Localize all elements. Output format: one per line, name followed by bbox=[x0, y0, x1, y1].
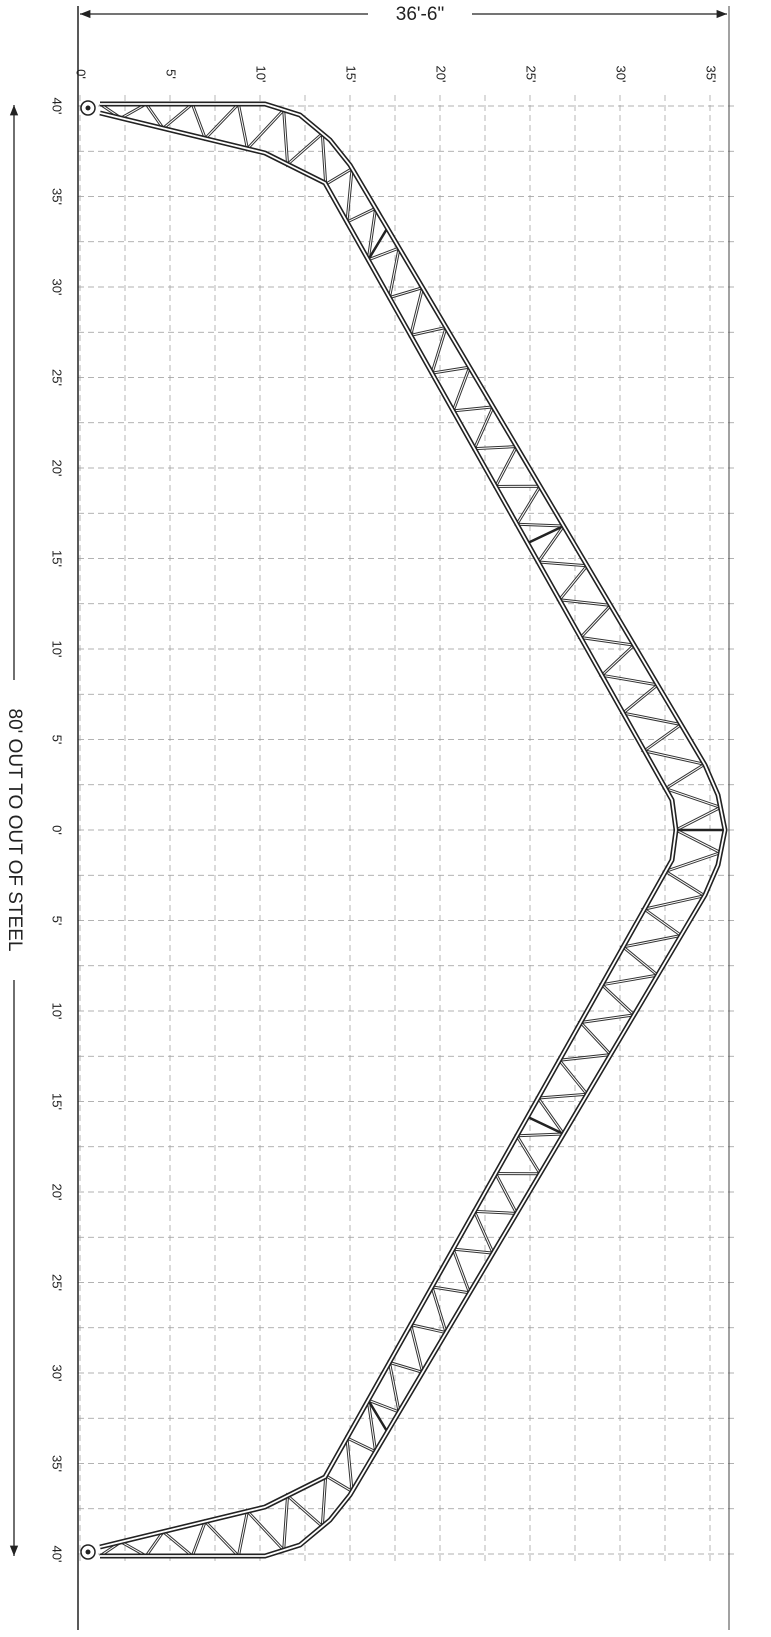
side-scale-label: 25' bbox=[50, 369, 65, 386]
side-scale-label: 25' bbox=[50, 1274, 65, 1291]
truss bbox=[80, 100, 728, 1560]
side-scale-label: 35' bbox=[50, 188, 65, 205]
pivot-pin bbox=[85, 105, 91, 111]
length-dimension: 80' OUT TO OUT OF STEEL bbox=[4, 709, 25, 952]
scale-labels: 0' 5' 10' 15' 20' 25' 30' 35' 40' 35' 30' 25' 20' 15'… bbox=[50, 66, 719, 1563]
panel-post bbox=[526, 524, 565, 545]
label-bg bbox=[368, 2, 472, 26]
top-scale-label: 25' bbox=[524, 66, 539, 83]
top-scale-label: 10' bbox=[254, 66, 269, 83]
side-scale-label: 20' bbox=[50, 1184, 65, 1201]
side-scale-label: 5' bbox=[50, 916, 65, 926]
label-bg bbox=[2, 680, 28, 980]
panel-post bbox=[367, 227, 389, 261]
top-scale-label: 0' bbox=[74, 69, 89, 79]
top-scale-label: 20' bbox=[434, 66, 449, 83]
side-scale-label: 15' bbox=[50, 1093, 65, 1110]
width-dimension: 36'-6" bbox=[396, 4, 444, 25]
side-scale-label: 40' bbox=[50, 1546, 65, 1563]
side-scale-label: 40' bbox=[50, 98, 65, 115]
side-scale-label: 35' bbox=[50, 1455, 65, 1472]
grid bbox=[78, 95, 735, 1565]
chord-gap bbox=[100, 103, 726, 1557]
top-scale-label: 5' bbox=[164, 69, 179, 79]
pivot-pin bbox=[85, 1549, 91, 1555]
side-scale-label: 10' bbox=[50, 641, 65, 658]
panel-post bbox=[367, 1399, 389, 1433]
panel-post bbox=[526, 1115, 565, 1136]
side-scale-label: 0' bbox=[50, 825, 65, 835]
side-scale-label: 15' bbox=[50, 550, 65, 567]
side-scale-label: 10' bbox=[50, 1003, 65, 1020]
top-scale-label: 15' bbox=[344, 66, 359, 83]
top-scale-label: 35' bbox=[704, 66, 719, 83]
side-scale-label: 30' bbox=[50, 1365, 65, 1382]
side-scale-label: 20' bbox=[50, 460, 65, 477]
side-scale-label: 30' bbox=[50, 279, 65, 296]
top-scale-label: 30' bbox=[614, 66, 629, 83]
chord-gap bbox=[99, 112, 677, 1548]
side-scale-label: 5' bbox=[50, 735, 65, 745]
